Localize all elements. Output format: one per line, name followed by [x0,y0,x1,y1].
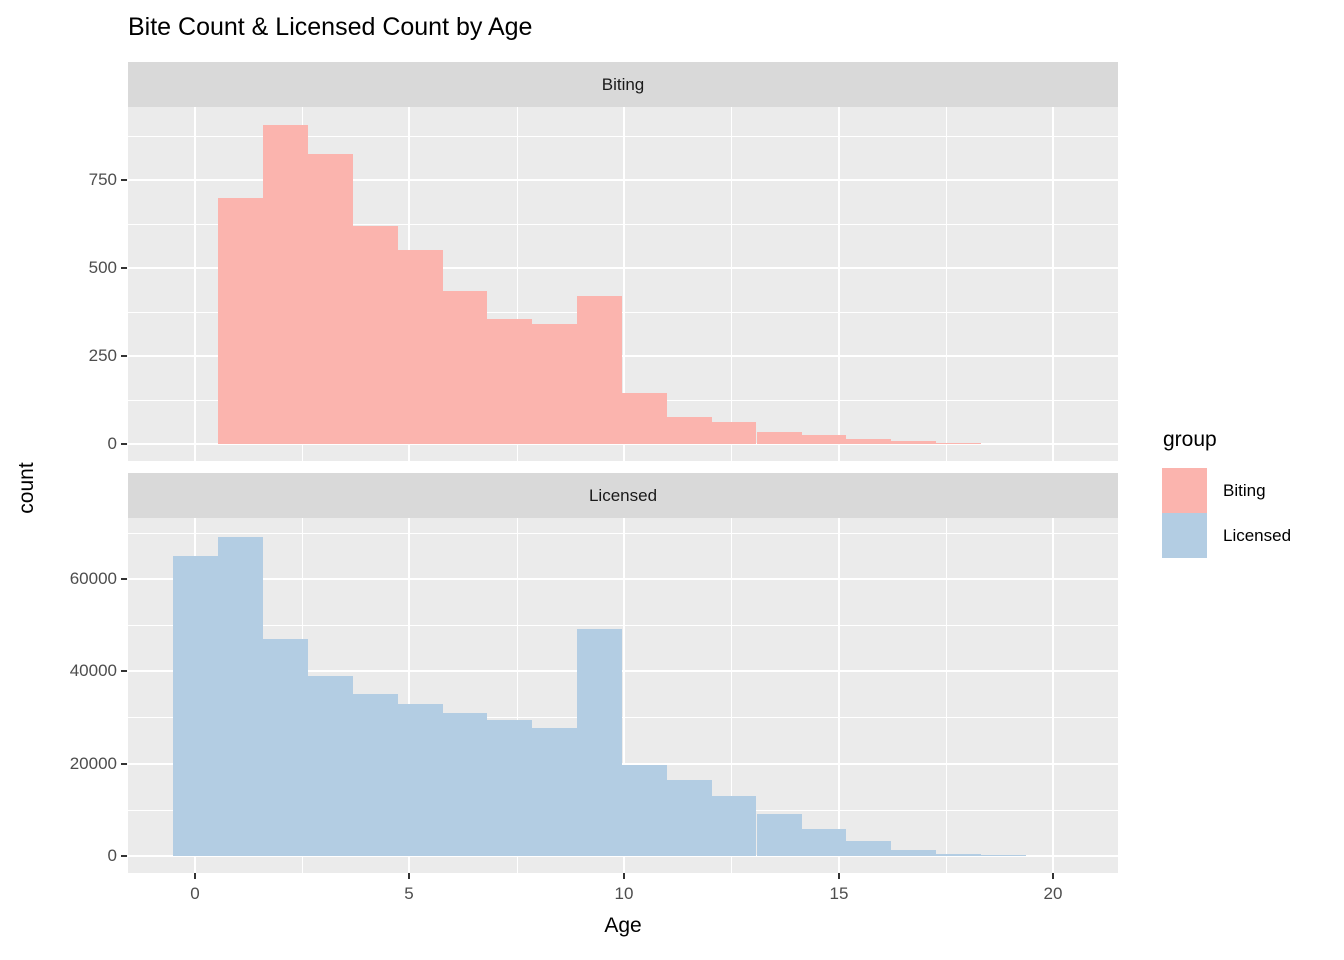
x-tick-mark [1052,873,1054,879]
histogram-bar-biting [622,393,667,444]
histogram-bar-licensed [532,728,577,856]
gridline-major-horizontal [128,578,1118,580]
gridline-major-horizontal [128,855,1118,857]
histogram-bar-licensed [353,694,398,856]
gridline-major-vertical [194,107,196,461]
y-tick-mark [121,763,127,765]
histogram-bar-licensed [712,796,756,856]
y-tick-mark [121,179,127,181]
histogram-bar-licensed [577,629,622,856]
histogram-bar-licensed [891,850,936,856]
x-tick-label: 15 [829,884,849,903]
histogram-bar-licensed [308,676,353,856]
gridline-minor-vertical [946,518,947,873]
y-tick-label: 0 [107,846,117,865]
legend-swatch-biting [1162,468,1207,513]
histogram-bar-biting [218,198,263,444]
x-tick-mark [838,873,840,879]
histogram-bar-licensed [173,556,218,856]
histogram-bar-biting [398,250,443,444]
panel-biting [128,107,1118,461]
histogram-bar-licensed [757,814,802,856]
histogram-bar-licensed [981,855,1026,856]
histogram-bar-licensed [846,841,891,856]
y-axis-title: count [15,462,38,514]
histogram-bar-biting [263,125,308,444]
y-tick-label: 20000 [69,754,117,773]
facet-strip-biting-label: Biting [601,74,645,94]
histogram-bar-biting [577,296,622,444]
gridline-major-horizontal [128,670,1118,672]
histogram-bar-licensed [801,829,846,856]
legend-label-licensed: Licensed [1223,526,1292,545]
x-tick-mark [194,873,196,879]
gridline-major-vertical [1052,107,1054,461]
x-tick-label: 20 [1043,884,1063,903]
gridline-major-horizontal [128,763,1118,765]
histogram-bar-licensed [263,639,308,856]
legend-title: group [1163,428,1217,451]
histogram-bar-licensed [487,720,532,856]
legend-label-biting: Biting [1223,481,1266,500]
histogram-bar-biting [712,422,756,444]
gridline-minor-vertical [517,107,518,461]
histogram-bar-licensed [442,713,487,856]
y-tick-mark [121,267,127,269]
histogram-bar-biting [532,324,577,444]
y-tick-mark [121,355,127,357]
gridline-major-horizontal [128,179,1118,181]
legend-swatch-licensed [1162,513,1207,558]
histogram-bar-biting [353,226,398,444]
plot-title: Bite Count & Licensed Count by Age [128,13,533,41]
y-tick-mark [121,855,127,857]
gridline-major-vertical [838,107,840,461]
gridline-major-horizontal [128,355,1118,357]
gridline-major-vertical [1052,518,1054,873]
panel-licensed [128,518,1118,873]
gridline-major-horizontal [128,267,1118,269]
histogram-bar-biting [801,435,846,444]
facet-strip-licensed-label: Licensed [588,485,658,505]
histogram-bar-licensed [398,704,443,856]
x-tick-label: 0 [190,884,200,903]
histogram-bar-biting [308,154,353,444]
gridline-major-vertical [408,518,410,873]
y-tick-mark [121,578,127,580]
histogram-bar-biting [487,319,532,444]
x-tick-mark [408,873,410,879]
y-tick-label: 500 [88,258,117,277]
histogram-bar-biting [936,443,981,444]
histogram-bar-biting [757,432,802,444]
gridline-major-vertical [623,518,625,873]
histogram-bar-licensed [218,537,263,856]
y-tick-label: 40000 [69,661,117,680]
y-tick-label: 0 [107,434,117,453]
facet-strip-licensed: Licensed [128,473,1118,518]
gridline-major-vertical [623,107,625,461]
gridline-major-vertical [838,518,840,873]
gridline-minor-vertical [731,518,732,873]
histogram-bar-licensed [936,854,981,856]
histogram-bar-licensed [622,765,667,856]
x-tick-mark [623,873,625,879]
facet-strip-biting: Biting [128,62,1118,107]
y-tick-label: 250 [88,346,117,365]
x-tick-label: 5 [404,884,414,903]
gridline-major-horizontal [128,443,1118,445]
y-tick-mark [121,443,127,445]
x-axis-title: Age [604,914,642,937]
y-tick-label: 60000 [69,569,117,588]
gridline-minor-vertical [731,107,732,461]
histogram-bar-biting [846,439,891,444]
x-tick-label: 10 [614,884,634,903]
gridline-minor-vertical [946,107,947,461]
histogram-bar-biting [442,291,487,444]
histogram-bar-biting [667,417,712,444]
histogram-bar-licensed [667,780,712,856]
histogram-bar-biting [891,441,936,444]
y-tick-label: 750 [88,170,117,189]
y-tick-mark [121,670,127,672]
gridline-minor-vertical [517,518,518,873]
